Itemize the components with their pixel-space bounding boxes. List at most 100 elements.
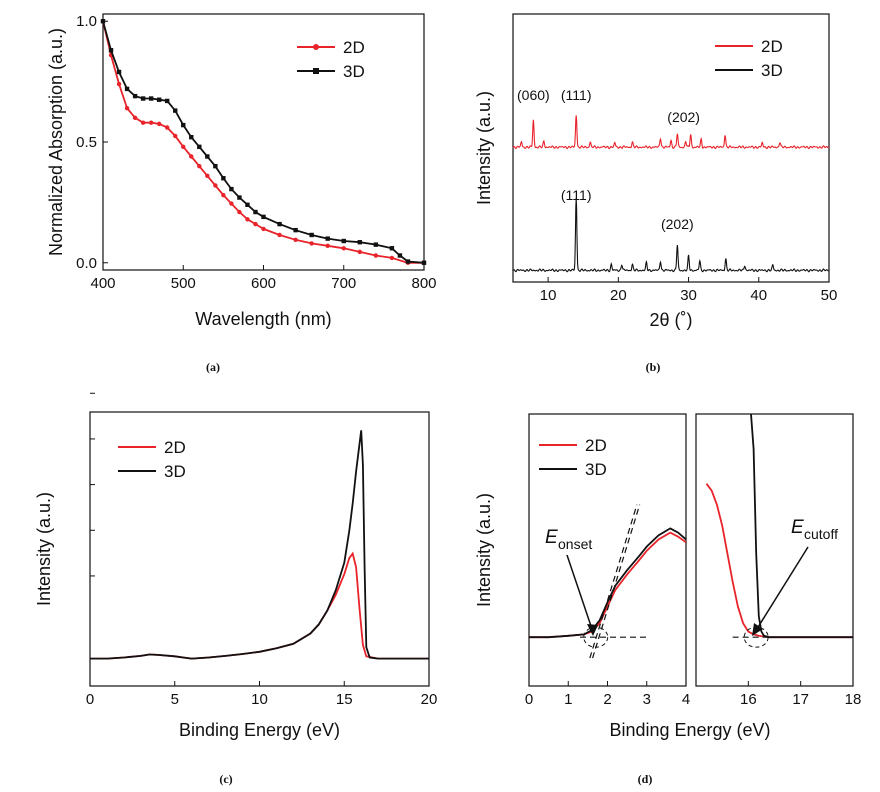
d1-xtick-label: 17: [792, 691, 809, 708]
x-axis-label: 2θ (˚): [649, 310, 692, 330]
legend-b-label-3D: 3D: [761, 61, 783, 80]
data-point-2D: [309, 241, 314, 246]
data-point-3D: [173, 108, 178, 113]
y-axis-label: Normalized Absorption (a.u.): [46, 28, 66, 256]
data-point-3D: [189, 134, 194, 140]
data-point-2D: [173, 133, 178, 139]
data-point-3D: [325, 236, 330, 241]
c-xtick-label: 20: [421, 691, 438, 708]
legend-c-label-3D: 3D: [164, 462, 186, 481]
caption-d: (d): [638, 772, 653, 786]
annotation-subscript: cutoff: [804, 526, 838, 542]
annotation-arrowhead: [752, 623, 763, 636]
data-point-3D: [237, 195, 242, 200]
data-point-3D: [205, 154, 210, 159]
data-point-3D: [293, 227, 298, 233]
legend-a-marker-2D: [313, 44, 319, 50]
data-point-3D: [148, 96, 154, 101]
data-point-2D: [165, 125, 170, 130]
plot-area-d0: [529, 527, 686, 639]
data-point-3D: [221, 176, 226, 181]
data-point-3D: [357, 240, 362, 245]
data-point-2D: [181, 144, 186, 150]
data-point-3D: [373, 242, 379, 247]
b-xtick-label: 10: [540, 287, 557, 304]
series-line-2D: [705, 483, 853, 639]
data-point-2D: [148, 120, 154, 125]
legend-a-label-2D: 2D: [343, 38, 365, 57]
peak-label: (060): [517, 87, 550, 103]
data-point-3D: [116, 69, 122, 75]
series-line-2D: [529, 531, 686, 639]
legend-d-label-3D: 3D: [585, 460, 607, 479]
a-xtick-label: 400: [90, 275, 115, 292]
series-line-3D: [102, 20, 425, 264]
data-point-3D: [253, 209, 258, 215]
data-point-3D: [309, 232, 314, 238]
c-xtick-label: 5: [171, 691, 179, 708]
data-point-2D: [245, 217, 250, 222]
series-line-3D: [529, 527, 686, 639]
b-xtick-label: 40: [750, 287, 767, 304]
plot-frame-a: [102, 13, 425, 271]
series-line-2D: [90, 551, 429, 660]
data-point-3D: [421, 260, 427, 265]
c-xtick-label: 0: [86, 691, 94, 708]
peak-label: (202): [667, 109, 700, 125]
data-point-2D: [124, 105, 130, 111]
peak-label: (202): [661, 216, 694, 232]
series-line-2D: [102, 20, 424, 264]
d0-xtick-label: 1: [564, 691, 572, 708]
x-axis-label: Binding Energy (eV): [609, 720, 770, 740]
a-xtick-label: 700: [331, 275, 356, 292]
annotation-arrowhead: [587, 624, 598, 636]
legend-c-label-2D: 2D: [164, 438, 186, 457]
a-xtick-label: 600: [251, 275, 276, 292]
y-axis-label: Intensity (a.u.): [474, 91, 494, 205]
data-point-2D: [373, 253, 379, 258]
plot-frame-c: [89, 411, 430, 687]
onset-fit-line: [589, 504, 638, 659]
a-ytick-label: 1.0: [76, 13, 97, 30]
data-point-2D: [197, 163, 202, 169]
data-point-3D: [140, 96, 146, 101]
d0-xtick-label: 3: [643, 691, 651, 708]
data-point-3D: [397, 253, 403, 258]
data-point-3D: [245, 202, 250, 207]
legend-d-label-2D: 2D: [585, 436, 607, 455]
data-point-2D: [325, 243, 330, 249]
a-xtick-label: 800: [411, 275, 436, 292]
x-axis-label: Wavelength (nm): [195, 309, 331, 329]
data-point-3D: [181, 122, 186, 128]
d1-xtick-label: 18: [845, 691, 862, 708]
data-point-2D: [277, 232, 282, 238]
data-point-2D: [341, 246, 346, 251]
data-point-3D: [100, 19, 106, 24]
data-point-2D: [189, 154, 194, 159]
caption-a: (a): [206, 360, 220, 374]
data-point-2D: [261, 226, 266, 232]
data-point-2D: [229, 201, 234, 206]
data-point-2D: [140, 120, 146, 125]
plot-frame-d1: [695, 413, 854, 687]
series-line-2D: [512, 115, 830, 150]
chart-panel-b: 10 20 30 40 50 (060) (111) (202) (111) (202) 2D 3D 2…: [474, 13, 837, 330]
d0-xtick-label: 4: [682, 691, 690, 708]
c-xtick-label: 15: [336, 691, 353, 708]
annotation-arrow: [754, 546, 809, 633]
x-axis-label: Binding Energy (eV): [179, 720, 340, 740]
data-point-3D: [213, 163, 218, 169]
d0-xtick-label: 2: [603, 691, 611, 708]
peak-label: (111): [561, 187, 592, 203]
legend-a-marker-3D: [313, 68, 319, 74]
a-xtick-label: 500: [171, 275, 196, 292]
data-point-3D: [132, 93, 138, 99]
onset-fit-line: [592, 504, 641, 659]
annotation-arrow: [566, 554, 594, 633]
data-point-2D: [389, 255, 395, 261]
data-point-2D: [205, 173, 210, 179]
data-point-3D: [165, 98, 170, 104]
d0-xtick-label: 0: [525, 691, 533, 708]
y-axis-label: Intensity (a.u.): [474, 493, 494, 607]
